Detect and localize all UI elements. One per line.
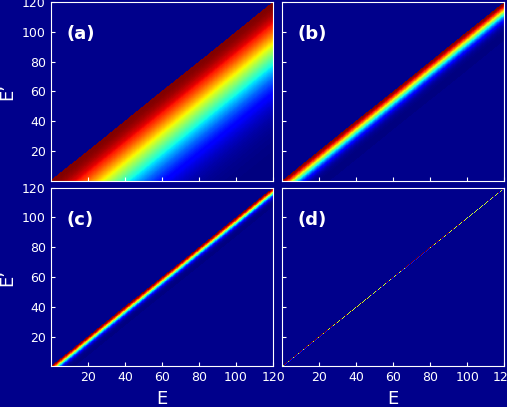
Y-axis label: E’: E’ — [0, 83, 16, 100]
Text: (b): (b) — [298, 25, 327, 43]
Text: (c): (c) — [66, 211, 93, 229]
Y-axis label: E’: E’ — [0, 269, 16, 286]
Text: (a): (a) — [66, 25, 95, 43]
X-axis label: E: E — [156, 390, 167, 407]
X-axis label: E: E — [388, 390, 399, 407]
Text: (d): (d) — [298, 211, 327, 229]
